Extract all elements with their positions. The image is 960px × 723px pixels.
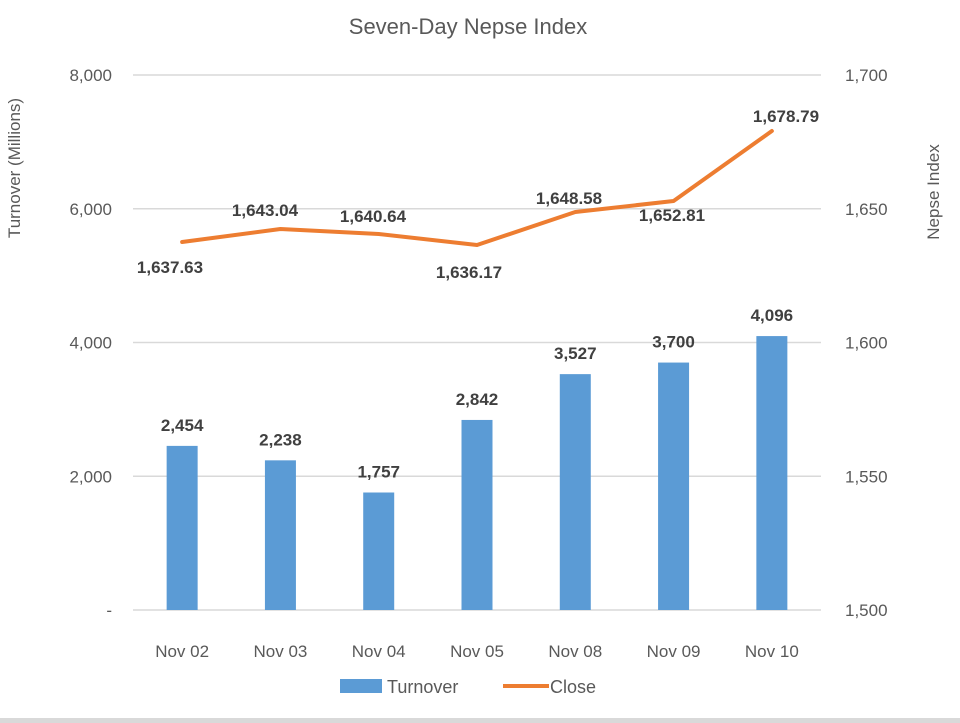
turnover-data-label: 2,842 xyxy=(456,390,499,409)
legend-turnover-label: Turnover xyxy=(387,677,458,697)
turnover-data-label: 2,454 xyxy=(161,416,204,435)
turnover-bar xyxy=(166,445,198,610)
x-axis-ticks: Nov 02 Nov 03 Nov 04 Nov 05 Nov 08 Nov 09 Nov … xyxy=(155,642,799,661)
primary-y-axis-title: Turnover (Millions) xyxy=(5,98,24,238)
x-tick-label: Nov 03 xyxy=(253,642,307,661)
y2-tick-label: 1,550 xyxy=(845,467,888,486)
close-data-label: 1,636.17 xyxy=(436,263,502,282)
turnover-data-label: 3,527 xyxy=(554,344,597,363)
y-tick-label: 8,000 xyxy=(69,66,112,85)
secondary-y-axis-title: Nepse Index xyxy=(924,144,943,240)
close-data-label: 1,652.81 xyxy=(639,206,705,225)
primary-y-axis-ticks: - 2,000 4,000 6,000 8,000 xyxy=(69,66,112,620)
close-data-label: 1,648.58 xyxy=(536,189,602,208)
close-line: 1,637.63 1,643.04 1,640.64 1,636.17 1,648.58… xyxy=(137,107,819,282)
y2-tick-label: 1,600 xyxy=(845,334,888,353)
legend-turnover-swatch xyxy=(340,679,382,693)
y2-tick-label: 1,700 xyxy=(845,66,888,85)
turnover-data-label: 1,757 xyxy=(357,463,400,482)
close-data-label: 1,643.04 xyxy=(232,201,299,220)
close-line-path xyxy=(180,129,774,247)
turnover-bar xyxy=(756,336,788,610)
y-tick-label: 6,000 xyxy=(69,200,112,219)
close-data-label: 1,678.79 xyxy=(753,107,819,126)
turnover-data-label: 3,700 xyxy=(652,333,695,352)
gridlines xyxy=(133,74,821,611)
y2-tick-label: 1,500 xyxy=(845,601,888,620)
bottom-border xyxy=(0,718,960,723)
close-data-label: 1,640.64 xyxy=(340,207,407,226)
turnover-bar xyxy=(363,492,395,610)
x-tick-label: Nov 02 xyxy=(155,642,209,661)
turnover-data-label: 4,096 xyxy=(751,306,794,325)
secondary-y-axis-ticks: 1,500 1,550 1,600 1,650 1,700 xyxy=(845,66,888,620)
turnover-bar xyxy=(461,419,493,610)
close-data-label: 1,637.63 xyxy=(137,258,203,277)
turnover-bar xyxy=(658,362,690,610)
x-tick-label: Nov 05 xyxy=(450,642,504,661)
y-tick-label: 4,000 xyxy=(69,334,112,353)
y2-tick-label: 1,650 xyxy=(845,200,888,219)
chart-title: Seven-Day Nepse Index xyxy=(349,14,587,39)
x-tick-label: Nov 08 xyxy=(548,642,602,661)
x-tick-label: Nov 04 xyxy=(352,642,406,661)
y-tick-label: - xyxy=(106,601,112,620)
turnover-bar xyxy=(559,374,591,610)
turnover-data-label: 2,238 xyxy=(259,430,302,449)
turnover-bars: 2,454 2,238 1,757 2,842 3,527 3,700 4,096 xyxy=(161,306,793,610)
y-tick-label: 2,000 xyxy=(69,467,112,486)
x-tick-label: Nov 10 xyxy=(745,642,799,661)
legend: Turnover Close xyxy=(340,677,596,697)
x-tick-label: Nov 09 xyxy=(647,642,701,661)
legend-close-label: Close xyxy=(550,677,596,697)
turnover-bar xyxy=(264,460,296,610)
